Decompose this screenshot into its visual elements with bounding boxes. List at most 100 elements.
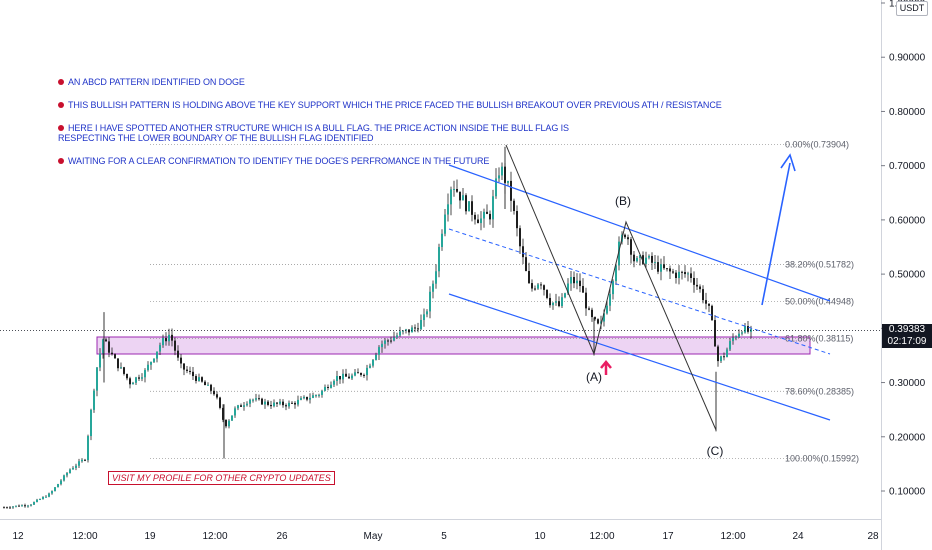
candle-down [183,363,185,370]
candle-up [102,339,104,354]
candle-up [78,461,80,466]
flag-upper-line [448,164,831,302]
candle-up [72,467,74,470]
candle-down [165,338,167,342]
candle-down [18,505,20,507]
candle-down [684,272,686,275]
candle-down [531,283,533,289]
candle-up [237,405,239,409]
x-tick-label: 10 [534,531,546,542]
candle-down [9,507,11,509]
note-bullet-icon [58,158,64,164]
price-axis[interactable]: 1.000000.900000.800000.700000.600000.500… [881,0,926,498]
candle-down [348,376,350,379]
candle-down [357,372,359,374]
candle-down [177,350,179,358]
candle-down [522,246,524,258]
candle-up [330,384,332,388]
candle-up [384,340,386,344]
candle-up [321,390,323,395]
candle-down [543,285,545,290]
candle-up [567,283,569,294]
candle-down [306,396,308,400]
candle-down [270,404,272,407]
candle-down [666,268,668,270]
candle-up [231,415,233,421]
candle-up [660,264,662,272]
note-bullet-icon [58,125,64,131]
candle-down [549,297,551,306]
candle-up [741,332,743,334]
candle-up [720,356,722,362]
candle-down [258,398,260,400]
candle-up [441,233,443,248]
point-c-label: (C) [707,444,724,458]
candle-up [564,293,566,298]
candle-down [519,228,521,247]
candle-up [75,465,77,468]
candle-up [318,394,320,396]
candle-up [498,175,500,179]
candle-up [618,241,620,266]
note-bullet-icon [58,79,64,85]
candle-down [111,352,113,355]
candle-up [12,506,14,508]
candle-down [633,254,635,262]
candle-down [702,289,704,301]
candle-up [36,499,38,503]
candle-up [66,472,68,476]
y-tick-label: 0.10000 [889,487,926,498]
candle-down [201,377,203,382]
candle-down [474,214,476,220]
candle-down [108,341,110,353]
fib-level-label: 78.60%(0.28385) [785,386,854,396]
time-axis[interactable]: 12 12:00 19 12:00 26 May 5 10 12:00 17 12:00 24 28 [12,531,879,542]
candle-down [261,398,263,405]
candle-down [204,381,206,386]
candle-down [693,277,695,285]
candle-up [636,257,638,262]
countdown-badge: 02:17:09 [882,336,932,348]
candle-up [15,505,17,507]
candle-up [96,367,98,391]
x-tick-label: 26 [276,531,288,542]
candle-up [726,349,728,358]
x-tick-label: 12:00 [589,531,614,542]
candle-up [42,496,44,500]
candle-up [570,277,572,284]
candle-down [747,325,749,332]
candle-up [495,178,497,197]
note-1: AN ABCD PATTERN IDENTIFIED ON DOGE [58,77,245,87]
candle-up [30,504,32,506]
candle-down [363,374,365,376]
x-tick-label: 17 [662,531,674,542]
candle-down [84,459,86,461]
candle-up [39,499,41,501]
candle-down [573,277,575,284]
candle-up [507,180,509,183]
candle-up [552,302,554,306]
candle-down [417,328,419,330]
point-b-label: (B) [615,194,631,208]
red-up-arrow-icon [600,360,612,375]
candle-down [195,376,197,381]
x-tick-label: 28 [867,531,879,542]
candle-down [630,239,632,255]
candle-up [738,333,740,338]
candle-up [735,337,737,339]
candle-down [360,372,362,375]
candle-down [513,200,515,212]
candle-down [486,211,488,214]
candle-up [147,364,149,371]
candle-up [54,487,56,492]
candle-down [192,371,194,377]
candle-up [354,372,356,376]
candle-down [345,373,347,377]
candle-down [180,357,182,364]
candle-up [555,301,557,303]
candle-down [669,268,671,272]
candle-down [558,301,560,307]
candle-up [45,496,47,498]
candle-up [378,347,380,355]
candle-down [216,394,218,398]
